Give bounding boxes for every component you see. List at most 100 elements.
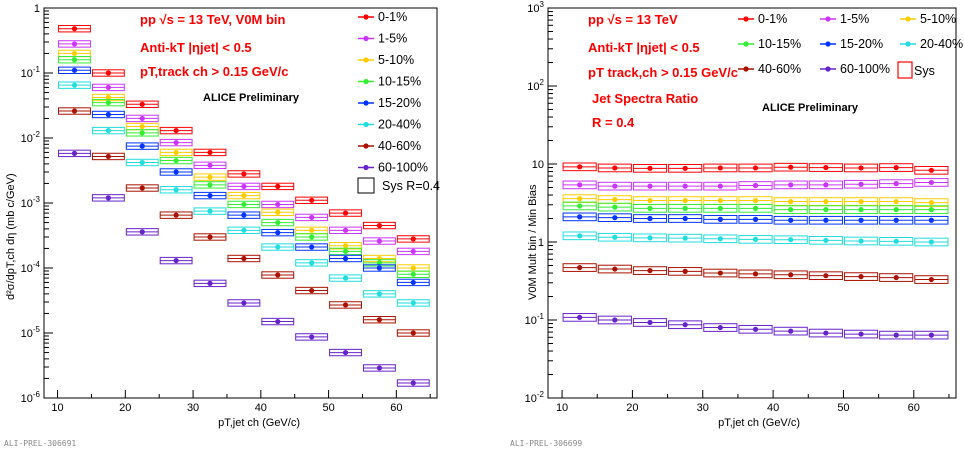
left-legend-marker — [363, 78, 369, 85]
left-legend-marker — [363, 121, 369, 128]
left-y-tick-label: 10-4 — [21, 260, 41, 275]
right-legend-marker — [825, 41, 831, 47]
right-data-point — [752, 326, 759, 332]
right-data-point — [612, 196, 618, 203]
left-data-point — [376, 365, 383, 371]
right-data-point — [647, 235, 653, 241]
left-data-point — [241, 192, 247, 199]
left-data-point — [376, 260, 383, 266]
right-data-point — [893, 274, 899, 281]
left-y-tick-exponent: -1 — [33, 65, 41, 74]
left-data-point — [105, 195, 111, 201]
left-data-point — [275, 183, 281, 190]
left-legend-label: 15-20% — [378, 96, 421, 110]
right-data-point — [612, 266, 618, 272]
right-data-point — [717, 197, 723, 204]
right-data-point — [928, 332, 934, 338]
right-plot-frame — [547, 7, 957, 399]
left-data-point — [173, 169, 179, 175]
left-data-point — [207, 208, 213, 214]
right-legend-label: 0-1% — [758, 12, 787, 26]
right-data-point — [682, 268, 688, 274]
left-data-point — [105, 127, 111, 134]
left-data-point — [139, 130, 145, 136]
right-data-point — [823, 217, 829, 223]
left-data-point — [173, 187, 179, 193]
left-data-point — [309, 287, 315, 294]
right-x-tick-label: 50 — [837, 402, 849, 414]
left-data-point — [71, 41, 78, 47]
right-x-tick-label: 10 — [556, 402, 568, 414]
left-data-point — [376, 291, 383, 297]
left-data-point — [71, 150, 78, 156]
left-legend-label: 60-100% — [378, 161, 428, 175]
right-data-point — [682, 322, 688, 328]
left-data-point — [275, 209, 281, 215]
left-legend-marker — [363, 57, 369, 63]
left-data-point — [410, 330, 416, 336]
right-data-point — [752, 197, 759, 204]
right-data-point — [788, 328, 794, 334]
left-data-point — [139, 185, 145, 191]
right-data-point — [612, 165, 618, 171]
right-data-point — [577, 233, 583, 239]
left-data-point — [139, 123, 145, 130]
right-data-point — [717, 270, 723, 276]
left-legend-label: 0-1% — [378, 10, 407, 24]
right-data-point — [647, 197, 653, 204]
left-data-point — [309, 214, 315, 221]
left-data-point — [105, 100, 111, 106]
left-y-tick-label: 10-2 — [21, 130, 41, 145]
right-y-tick-label: 1 — [538, 237, 544, 249]
left-data-point — [309, 244, 315, 250]
left-data-point — [71, 50, 78, 57]
right-data-point — [928, 179, 934, 186]
right-x-tick-label: 60 — [908, 402, 920, 414]
left-data-point — [376, 317, 383, 323]
right-annotation-algorithm: Anti-kT |ηjet| < 0.5 — [588, 40, 700, 55]
left-annotation-algorithm: Anti-kT |ηjet| < 0.5 — [140, 40, 252, 55]
right-x-tick-label: 20 — [626, 402, 638, 414]
right-data-point — [752, 182, 759, 189]
right-data-point — [647, 267, 653, 274]
right-y-tick-label: 10 — [532, 159, 544, 171]
left-data-point — [309, 234, 315, 240]
left-data-point — [207, 280, 213, 286]
right-x-tick-label: 30 — [697, 402, 709, 414]
right-data-point — [823, 330, 829, 336]
right-y-tick-exponent: 2 — [540, 78, 545, 87]
left-data-point — [173, 149, 179, 156]
left-annotation-energy: pp √s = 13 TeV, V0M bin — [140, 12, 286, 27]
right-legend-label: 60-100% — [840, 62, 890, 76]
left-data-point — [342, 248, 349, 255]
right-data-point — [858, 238, 864, 244]
right-data-point — [893, 207, 899, 213]
left-x-tick-label: 30 — [187, 402, 199, 414]
left-x-axis-label: pT,jet ch (GeV/c) — [218, 417, 300, 429]
right-data-point — [823, 207, 829, 213]
left-series-1-5pct — [58, 40, 430, 256]
left-data-point — [342, 210, 349, 216]
right-series-layer — [562, 162, 949, 340]
right-legend-marker — [743, 41, 749, 47]
left-data-point — [105, 70, 111, 76]
left-y-tick-label: 1 — [34, 3, 40, 15]
right-data-point — [788, 164, 794, 170]
right-y-tick-exponent: 3 — [540, 0, 545, 9]
right-data-point — [893, 198, 899, 205]
right-legend-label: 40-60% — [758, 62, 801, 76]
left-data-point — [342, 302, 349, 308]
right-series-10-15pct — [562, 201, 949, 214]
left-data-point — [410, 248, 416, 255]
right-data-point — [928, 217, 934, 223]
left-series-10-15pct — [58, 56, 430, 278]
left-data-point — [241, 201, 247, 208]
left-axes-layer: 10 20 30 40 50 60 10-6 10-5 10-4 10-3 10-2 10-1 1 — [21, 3, 431, 414]
right-annotation-radius: R = 0.4 — [592, 115, 635, 130]
left-y-tick-exponent: -3 — [33, 195, 41, 204]
left-data-point — [376, 238, 383, 244]
right-data-point — [928, 276, 934, 283]
right-legend-label: 20-40% — [920, 37, 963, 51]
right-data-point — [858, 274, 864, 280]
left-legend-label: 10-15% — [378, 75, 421, 89]
